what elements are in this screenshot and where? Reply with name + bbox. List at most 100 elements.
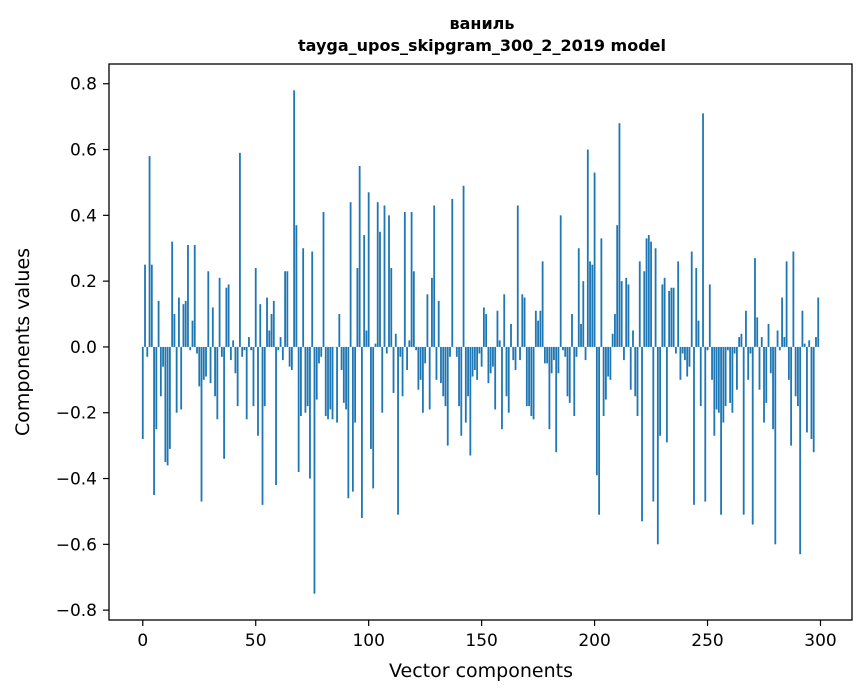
y-tick-label: 0.6: [70, 141, 97, 161]
bar: [783, 337, 786, 347]
bar: [431, 277, 433, 347]
bar: [440, 346, 442, 384]
bar: [614, 314, 616, 347]
bar: [180, 346, 183, 410]
bar: [787, 346, 790, 380]
bar: [320, 346, 323, 357]
bar: [758, 346, 761, 390]
bar: [297, 346, 300, 472]
bar: [467, 346, 469, 397]
bar: [410, 212, 413, 347]
bar: [568, 346, 571, 403]
bar: [257, 346, 259, 436]
bar: [684, 346, 686, 361]
bar: [774, 346, 777, 545]
bar: [645, 238, 648, 347]
bar: [546, 346, 549, 364]
bar: [458, 346, 460, 407]
bar: [772, 346, 774, 430]
bar: [229, 346, 232, 361]
bar: [496, 310, 499, 347]
bar: [243, 346, 246, 351]
bar: [801, 310, 804, 347]
y-tick-label: 0.4: [70, 206, 97, 226]
bar: [566, 346, 569, 397]
bar: [207, 271, 210, 347]
bar: [295, 225, 298, 347]
bar: [632, 330, 634, 347]
bar: [331, 346, 334, 420]
bar: [580, 323, 582, 347]
bar: [796, 346, 799, 407]
bar: [564, 346, 567, 357]
bar: [482, 307, 485, 347]
bar: [532, 346, 535, 420]
bar: [618, 123, 621, 347]
bar: [173, 314, 176, 347]
bar: [593, 172, 596, 347]
x-tick-label: 250: [691, 631, 723, 651]
bar: [363, 235, 366, 347]
bar: [394, 333, 397, 347]
bar: [656, 346, 659, 545]
bar: [693, 346, 695, 505]
bar: [573, 346, 576, 417]
bar: [365, 330, 368, 347]
bar: [754, 258, 756, 347]
bar: [227, 284, 230, 347]
bar: [778, 346, 781, 351]
bar: [756, 317, 759, 347]
bar: [602, 346, 605, 417]
bar: [277, 346, 280, 351]
bar: [514, 346, 517, 370]
chart-title-line2: tayga_upos_skipgram_300_2_2019 model: [298, 36, 666, 55]
bar: [286, 271, 289, 347]
bar: [248, 337, 250, 347]
bar: [736, 346, 738, 390]
bar: [609, 346, 612, 380]
bar: [225, 287, 228, 347]
bar: [302, 248, 305, 347]
bar: [460, 346, 463, 436]
bar: [354, 346, 357, 423]
bar: [345, 346, 347, 410]
bar: [555, 346, 558, 453]
bar: [164, 346, 167, 463]
bar: [548, 346, 551, 430]
y-tick-label: −0.8: [56, 601, 97, 621]
bar: [600, 238, 603, 347]
bar: [288, 346, 291, 367]
bar: [449, 346, 451, 357]
bar: [340, 346, 343, 370]
bar: [751, 346, 754, 525]
bar: [708, 284, 711, 347]
bar: [259, 304, 262, 347]
bar: [379, 231, 381, 347]
bar: [376, 202, 379, 347]
bar: [620, 281, 623, 347]
bar: [322, 212, 325, 347]
bar: [521, 294, 524, 347]
bar: [476, 346, 479, 380]
bar: [211, 307, 214, 347]
bar: [672, 287, 675, 347]
bar: [539, 310, 542, 347]
bar: [178, 297, 180, 347]
bar: [643, 271, 646, 347]
bar: [815, 337, 817, 347]
bar: [747, 346, 750, 380]
bar: [329, 346, 332, 410]
bar: [702, 113, 704, 347]
bar: [575, 346, 578, 357]
x-tick-label: 300: [804, 631, 836, 651]
bar: [148, 156, 151, 347]
bar: [153, 346, 155, 495]
bar: [451, 198, 454, 347]
bar: [435, 346, 438, 380]
bar: [516, 205, 519, 347]
bar: [557, 346, 560, 374]
bar: [659, 346, 661, 436]
bar: [157, 300, 160, 347]
bar: [471, 346, 474, 377]
bar: [697, 320, 700, 347]
